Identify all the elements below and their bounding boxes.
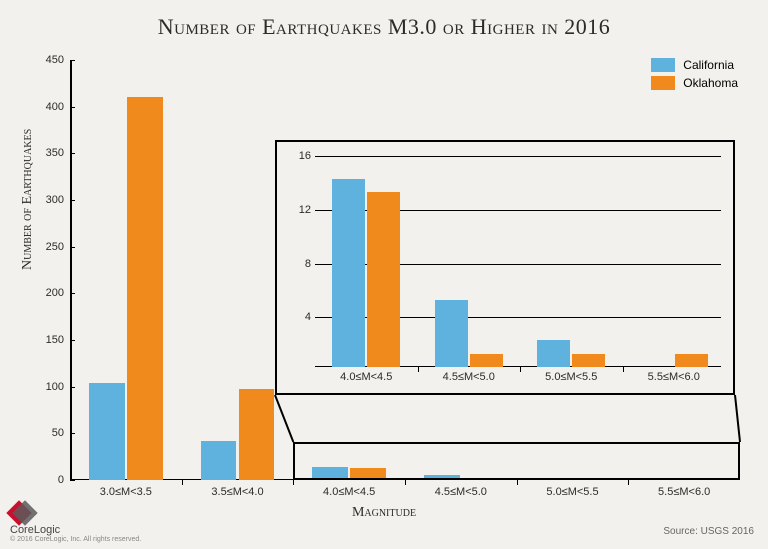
inset-y-tick-label: 4: [305, 311, 315, 323]
x-category-label: 4.0≤M<4.5: [323, 480, 375, 498]
inset-chart: 4 8 12 16 4.0≤M<4.5 4.5≤M<5.0 5.0≤M<5.5 5.5≤M<6…: [275, 140, 735, 395]
bar-oklahoma: [239, 389, 275, 480]
x-category-label: 3.0≤M<3.5: [100, 480, 152, 498]
x-tick-mark: [405, 480, 406, 485]
bar-oklahoma: [127, 97, 163, 480]
x-category-label: 5.0≤M<5.5: [546, 480, 598, 498]
brand-name: CoreLogic: [10, 524, 141, 536]
legend-label: California: [683, 58, 734, 72]
x-category-label: 5.5≤M<6.0: [658, 480, 710, 498]
x-axis-label: Magnitude: [352, 505, 416, 521]
x-category-label: 4.5≤M<5.0: [435, 480, 487, 498]
y-axis-line: [70, 60, 72, 480]
source-attribution: Source: USGS 2016: [663, 526, 754, 537]
inset-bar-oklahoma: [572, 354, 605, 367]
legend-swatch: [651, 76, 675, 90]
legend-label: Oklahoma: [683, 76, 738, 90]
legend: California Oklahoma: [651, 58, 738, 94]
zoom-source-rect: [293, 442, 740, 480]
inset-x-tick-mark: [520, 367, 521, 372]
y-axis-label: Number of Earthquakes: [20, 129, 36, 270]
copyright-text: © 2016 CoreLogic, Inc. All rights reserv…: [10, 536, 141, 543]
y-tick-label: 50: [52, 427, 70, 439]
y-tick-label: 200: [46, 287, 70, 299]
x-tick-mark: [182, 480, 183, 485]
y-tick-label: 300: [46, 194, 70, 206]
inset-x-tick-mark: [623, 367, 624, 372]
x-tick-mark: [628, 480, 629, 485]
corelogic-logo: CoreLogic © 2016 CoreLogic, Inc. All rig…: [10, 502, 141, 543]
y-tick-label: 400: [46, 101, 70, 113]
y-tick-label: 350: [46, 147, 70, 159]
x-tick-mark: [293, 480, 294, 485]
inset-x-category-label: 4.0≤M<4.5: [340, 367, 392, 383]
inset-x-tick-mark: [418, 367, 419, 372]
y-tick-label: 450: [46, 54, 70, 66]
legend-swatch: [651, 58, 675, 72]
inset-bar-california: [332, 179, 365, 367]
inset-y-tick-label: 8: [305, 258, 315, 270]
inset-bar-california: [537, 340, 570, 367]
bar-california: [89, 383, 125, 480]
legend-item-california: California: [651, 58, 738, 72]
x-category-label: 3.5≤M<4.0: [211, 480, 263, 498]
inset-x-category-label: 5.0≤M<5.5: [545, 367, 597, 383]
inset-bar-oklahoma: [675, 354, 708, 367]
inset-x-category-label: 4.5≤M<5.0: [443, 367, 495, 383]
inset-y-tick-label: 16: [299, 150, 315, 162]
legend-item-oklahoma: Oklahoma: [651, 76, 738, 90]
inset-bar-california: [435, 300, 468, 367]
inset-plot-area: 4812164.0≤M<4.54.5≤M<5.05.0≤M<5.55.5≤M<6…: [315, 156, 721, 367]
inset-gridline: [315, 156, 721, 157]
bar-california: [201, 441, 237, 480]
y-tick-label: 100: [46, 381, 70, 393]
y-tick-label: 250: [46, 241, 70, 253]
inset-y-tick-label: 12: [299, 204, 315, 216]
footer-left: CoreLogic © 2016 CoreLogic, Inc. All rig…: [10, 502, 141, 543]
y-tick-label: 0: [58, 474, 70, 486]
x-tick-mark: [517, 480, 518, 485]
logo-mark-icon: [10, 502, 36, 524]
inset-x-category-label: 5.5≤M<6.0: [648, 367, 700, 383]
inset-bar-oklahoma: [470, 354, 503, 367]
y-tick-label: 150: [46, 334, 70, 346]
inset-bar-oklahoma: [367, 192, 400, 367]
chart-title: Number of Earthquakes M3.0 or Higher in …: [0, 0, 768, 40]
